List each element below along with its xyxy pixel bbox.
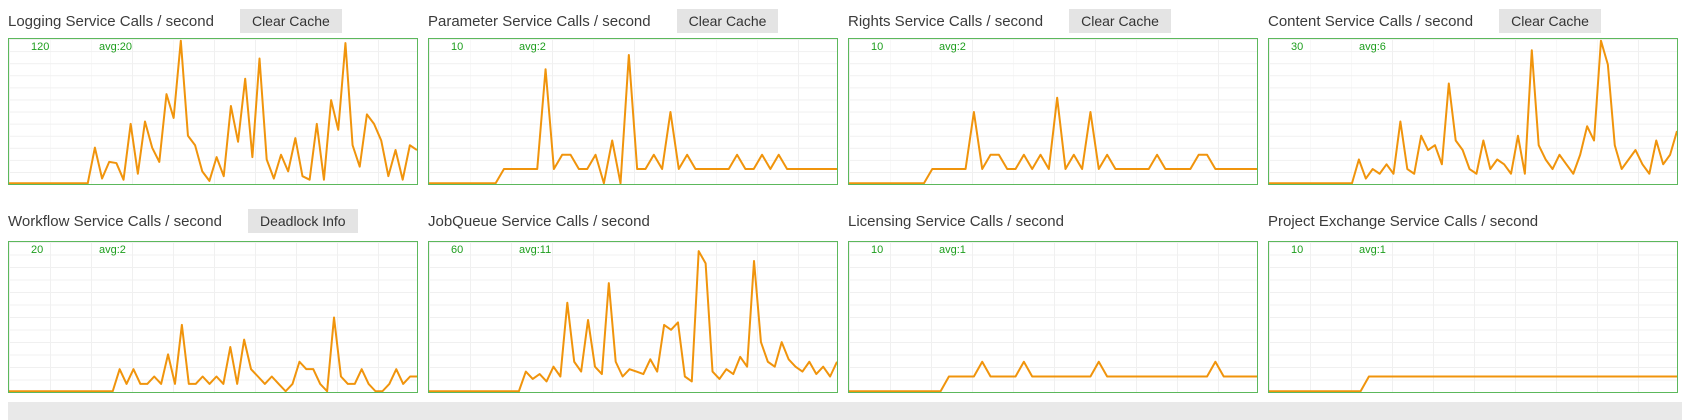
line-chart <box>429 242 837 392</box>
y-max-label: 30 <box>1291 41 1304 53</box>
avg-label: avg:2 <box>939 41 966 53</box>
avg-label: avg:2 <box>99 244 126 256</box>
line-chart <box>1269 242 1677 392</box>
panel-project-exchange-service: Project Exchange Service Calls / second … <box>1268 185 1678 393</box>
avg-label: avg:20 <box>99 41 133 53</box>
panel-title: Workflow Service Calls / second <box>8 212 222 230</box>
panel-header: Logging Service Calls / second Clear Cac… <box>8 4 418 38</box>
line-chart-plot-area: 120 avg:20 <box>8 38 418 185</box>
line-chart-plot-area: 10 avg:2 <box>428 38 838 185</box>
line-chart-plot-area: 10 avg:1 <box>1268 241 1678 393</box>
panel-header: Project Exchange Service Calls / second <box>1268 201 1678 241</box>
avg-label: avg:1 <box>939 244 966 256</box>
clear-cache-button[interactable]: Clear Cache <box>676 9 779 33</box>
panel-logging-service: Logging Service Calls / second Clear Cac… <box>8 4 418 185</box>
y-max-label: 10 <box>451 41 464 53</box>
avg-label: avg:6 <box>1359 41 1386 53</box>
panel-workflow-service: Workflow Service Calls / second Deadlock… <box>8 185 418 393</box>
line-chart-plot-area: 30 avg:6 <box>1268 38 1678 185</box>
panel-title: JobQueue Service Calls / second <box>428 212 650 230</box>
panel-title: Licensing Service Calls / second <box>848 212 1064 230</box>
panel-title: Logging Service Calls / second <box>8 12 214 30</box>
line-chart-plot-area: 60 avg:11 <box>428 241 838 393</box>
panel-jobqueue-service: JobQueue Service Calls / second 60 avg:1… <box>428 185 838 393</box>
line-chart <box>849 39 1257 184</box>
avg-label: avg:2 <box>519 41 546 53</box>
line-chart <box>849 242 1257 392</box>
y-max-label: 20 <box>31 244 44 256</box>
panel-title: Rights Service Calls / second <box>848 12 1044 30</box>
panel-header: Licensing Service Calls / second <box>848 201 1258 241</box>
panel-title: Content Service Calls / second <box>1268 12 1474 30</box>
y-max-label: 120 <box>31 41 50 53</box>
clear-cache-button[interactable]: Clear Cache <box>1069 9 1171 33</box>
chart-row-2: Workflow Service Calls / second Deadlock… <box>8 185 1682 393</box>
panel-rights-service: Rights Service Calls / second Clear Cach… <box>848 4 1258 185</box>
panel-parameter-service: Parameter Service Calls / second Clear C… <box>428 4 838 185</box>
avg-label: avg:11 <box>519 244 552 256</box>
line-chart-plot-area: 20 avg:2 <box>8 241 418 393</box>
panel-content-service: Content Service Calls / second Clear Cac… <box>1268 4 1678 185</box>
y-max-label: 60 <box>451 244 464 256</box>
line-chart <box>9 39 417 184</box>
y-max-label: 10 <box>871 41 884 53</box>
y-max-label: 10 <box>1291 244 1304 256</box>
panel-header: Workflow Service Calls / second Deadlock… <box>8 201 418 241</box>
clear-cache-button[interactable]: Clear Cache <box>239 9 342 33</box>
avg-label: avg:1 <box>1359 244 1386 256</box>
line-chart-plot-area: 10 avg:1 <box>848 241 1258 393</box>
deadlock-info-button[interactable]: Deadlock Info <box>247 209 358 233</box>
panel-licensing-service: Licensing Service Calls / second 10 avg:… <box>848 185 1258 393</box>
y-max-label: 10 <box>871 244 884 256</box>
page-footer-strip <box>8 402 1682 420</box>
panel-header: Rights Service Calls / second Clear Cach… <box>848 4 1258 38</box>
line-chart <box>1269 39 1677 184</box>
line-chart-plot-area: 10 avg:2 <box>848 38 1258 185</box>
panel-title: Project Exchange Service Calls / second <box>1268 212 1539 230</box>
panel-header: Parameter Service Calls / second Clear C… <box>428 4 838 38</box>
line-chart <box>429 39 837 184</box>
line-chart <box>9 242 417 392</box>
panel-header: JobQueue Service Calls / second <box>428 201 838 241</box>
clear-cache-button[interactable]: Clear Cache <box>1499 9 1601 33</box>
panel-title: Parameter Service Calls / second <box>428 12 651 30</box>
panel-header: Content Service Calls / second Clear Cac… <box>1268 4 1678 38</box>
chart-row-1: Logging Service Calls / second Clear Cac… <box>8 4 1682 185</box>
